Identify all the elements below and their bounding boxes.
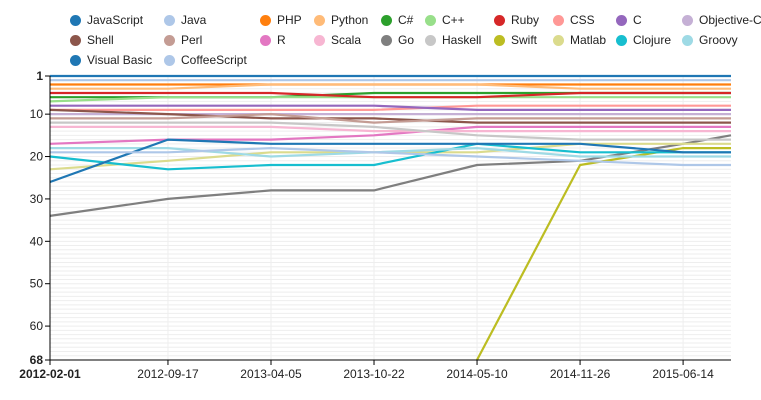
legend-swatch bbox=[70, 14, 81, 26]
y-tick-label: 68 bbox=[30, 353, 44, 367]
y-tick-label: 40 bbox=[30, 234, 44, 248]
legend: JavaScript Java PHP Python C# C++ Ruby CSS C Obje… bbox=[0, 0, 761, 70]
series-line-c bbox=[50, 104, 731, 112]
x-tick-label: 2012-09-17 bbox=[137, 367, 199, 381]
legend-label: Visual Basic bbox=[87, 53, 153, 67]
legend-label: Go bbox=[398, 33, 415, 47]
legend-label: Java bbox=[181, 13, 207, 27]
legend-item-css[interactable]: CSS bbox=[553, 12, 595, 28]
legend-item-c[interactable]: C++ bbox=[425, 12, 465, 28]
legend-swatch bbox=[616, 14, 627, 26]
legend-item-javascript[interactable]: JavaScript bbox=[70, 12, 143, 28]
y-tick-label: 1 bbox=[36, 69, 43, 83]
series-line-matlab bbox=[49, 142, 731, 171]
series-line-haskell bbox=[50, 121, 731, 141]
legend-label: Objective-C bbox=[699, 13, 761, 27]
x-tick-label: 2014-05-10 bbox=[446, 367, 508, 381]
legend-swatch bbox=[553, 14, 564, 26]
legend-swatch bbox=[494, 14, 505, 26]
legend-swatch bbox=[682, 14, 693, 26]
legend-item-swift[interactable]: Swift bbox=[494, 32, 537, 48]
legend-item-scala[interactable]: Scala bbox=[314, 32, 361, 48]
legend-label: Perl bbox=[181, 33, 203, 47]
legend-label: C# bbox=[398, 13, 414, 27]
legend-swatch bbox=[314, 14, 325, 26]
y-tick-label: 20 bbox=[30, 150, 44, 164]
legend-swatch bbox=[260, 14, 271, 26]
series-line-python bbox=[50, 83, 731, 90]
legend-label: Scala bbox=[331, 33, 362, 47]
legend-item-ruby[interactable]: Ruby bbox=[494, 12, 539, 28]
legend-item-matlab[interactable]: Matlab bbox=[553, 32, 606, 48]
legend-label: C bbox=[633, 13, 642, 27]
legend-item-php[interactable]: PHP bbox=[260, 12, 302, 28]
legend-label: CSS bbox=[570, 13, 595, 27]
legend-label: Ruby bbox=[511, 13, 540, 27]
legend-label: Groovy bbox=[699, 33, 738, 47]
legend-label: PHP bbox=[277, 13, 302, 27]
legend-swatch bbox=[381, 14, 392, 26]
legend-swatch bbox=[425, 34, 436, 46]
legend-swatch bbox=[70, 54, 81, 66]
series-lines bbox=[49, 74, 732, 361]
legend-swatch bbox=[260, 34, 271, 46]
legend-item-java[interactable]: Java bbox=[164, 12, 206, 28]
legend-item-r[interactable]: R bbox=[260, 32, 286, 48]
legend-item-c[interactable]: C# bbox=[381, 12, 413, 28]
legend-label: Clojure bbox=[633, 33, 672, 47]
legend-label: Swift bbox=[511, 33, 538, 47]
series-line-coffeescript bbox=[50, 147, 731, 167]
legend-swatch bbox=[381, 34, 392, 46]
y-tick-label: 10 bbox=[30, 107, 44, 121]
series-line-groovy bbox=[50, 147, 731, 158]
legend-item-objective-c[interactable]: Objective-C bbox=[682, 12, 761, 28]
legend-item-shell[interactable]: Shell bbox=[70, 32, 114, 48]
x-tick-label: 2013-10-22 bbox=[343, 367, 405, 381]
legend-swatch bbox=[314, 34, 325, 46]
legend-label: Python bbox=[331, 13, 369, 27]
x-tick-label: 2013-04-05 bbox=[240, 367, 302, 381]
x-tick-label: 2012-02-01 bbox=[19, 367, 81, 381]
legend-item-python[interactable]: Python bbox=[314, 12, 368, 28]
legend-label: Matlab bbox=[570, 33, 607, 47]
legend-item-perl[interactable]: Perl bbox=[164, 32, 202, 48]
legend-item-visual-basic[interactable]: Visual Basic bbox=[70, 52, 152, 68]
legend-swatch bbox=[616, 34, 627, 46]
series-line-ruby bbox=[50, 91, 731, 99]
series-line-shell bbox=[49, 108, 731, 124]
legend-swatch bbox=[164, 54, 175, 66]
legend-swatch bbox=[70, 34, 81, 46]
legend-item-go[interactable]: Go bbox=[381, 32, 414, 48]
legend-label: CoffeeScript bbox=[181, 53, 247, 67]
legend-label: JavaScript bbox=[87, 13, 144, 27]
legend-item-haskell[interactable]: Haskell bbox=[425, 32, 481, 48]
legend-swatch bbox=[682, 34, 693, 46]
series-line-go bbox=[49, 134, 732, 217]
legend-label: C++ bbox=[442, 13, 465, 27]
series-line-visual-basic bbox=[49, 138, 731, 184]
x-tick-label: 2014-11-26 bbox=[550, 367, 611, 381]
y-tick-label: 30 bbox=[30, 192, 44, 206]
y-tick-label: 50 bbox=[30, 277, 44, 291]
legend-item-groovy[interactable]: Groovy bbox=[682, 32, 738, 48]
y-tick-label: 60 bbox=[30, 319, 44, 333]
legend-label: Haskell bbox=[442, 33, 482, 47]
legend-label: R bbox=[277, 33, 286, 47]
legend-swatch bbox=[494, 34, 505, 46]
legend-label: Shell bbox=[87, 33, 114, 47]
legend-swatch bbox=[425, 14, 436, 26]
legend-swatch bbox=[164, 14, 175, 26]
legend-item-coffeescript[interactable]: CoffeeScript bbox=[164, 52, 247, 68]
x-tick-label: 2015-06-14 bbox=[652, 367, 714, 381]
legend-item-clojure[interactable]: Clojure bbox=[616, 32, 671, 48]
legend-swatch bbox=[164, 34, 175, 46]
legend-item-c[interactable]: C bbox=[616, 12, 642, 28]
series-line-perl bbox=[50, 112, 731, 124]
legend-swatch bbox=[553, 34, 564, 46]
